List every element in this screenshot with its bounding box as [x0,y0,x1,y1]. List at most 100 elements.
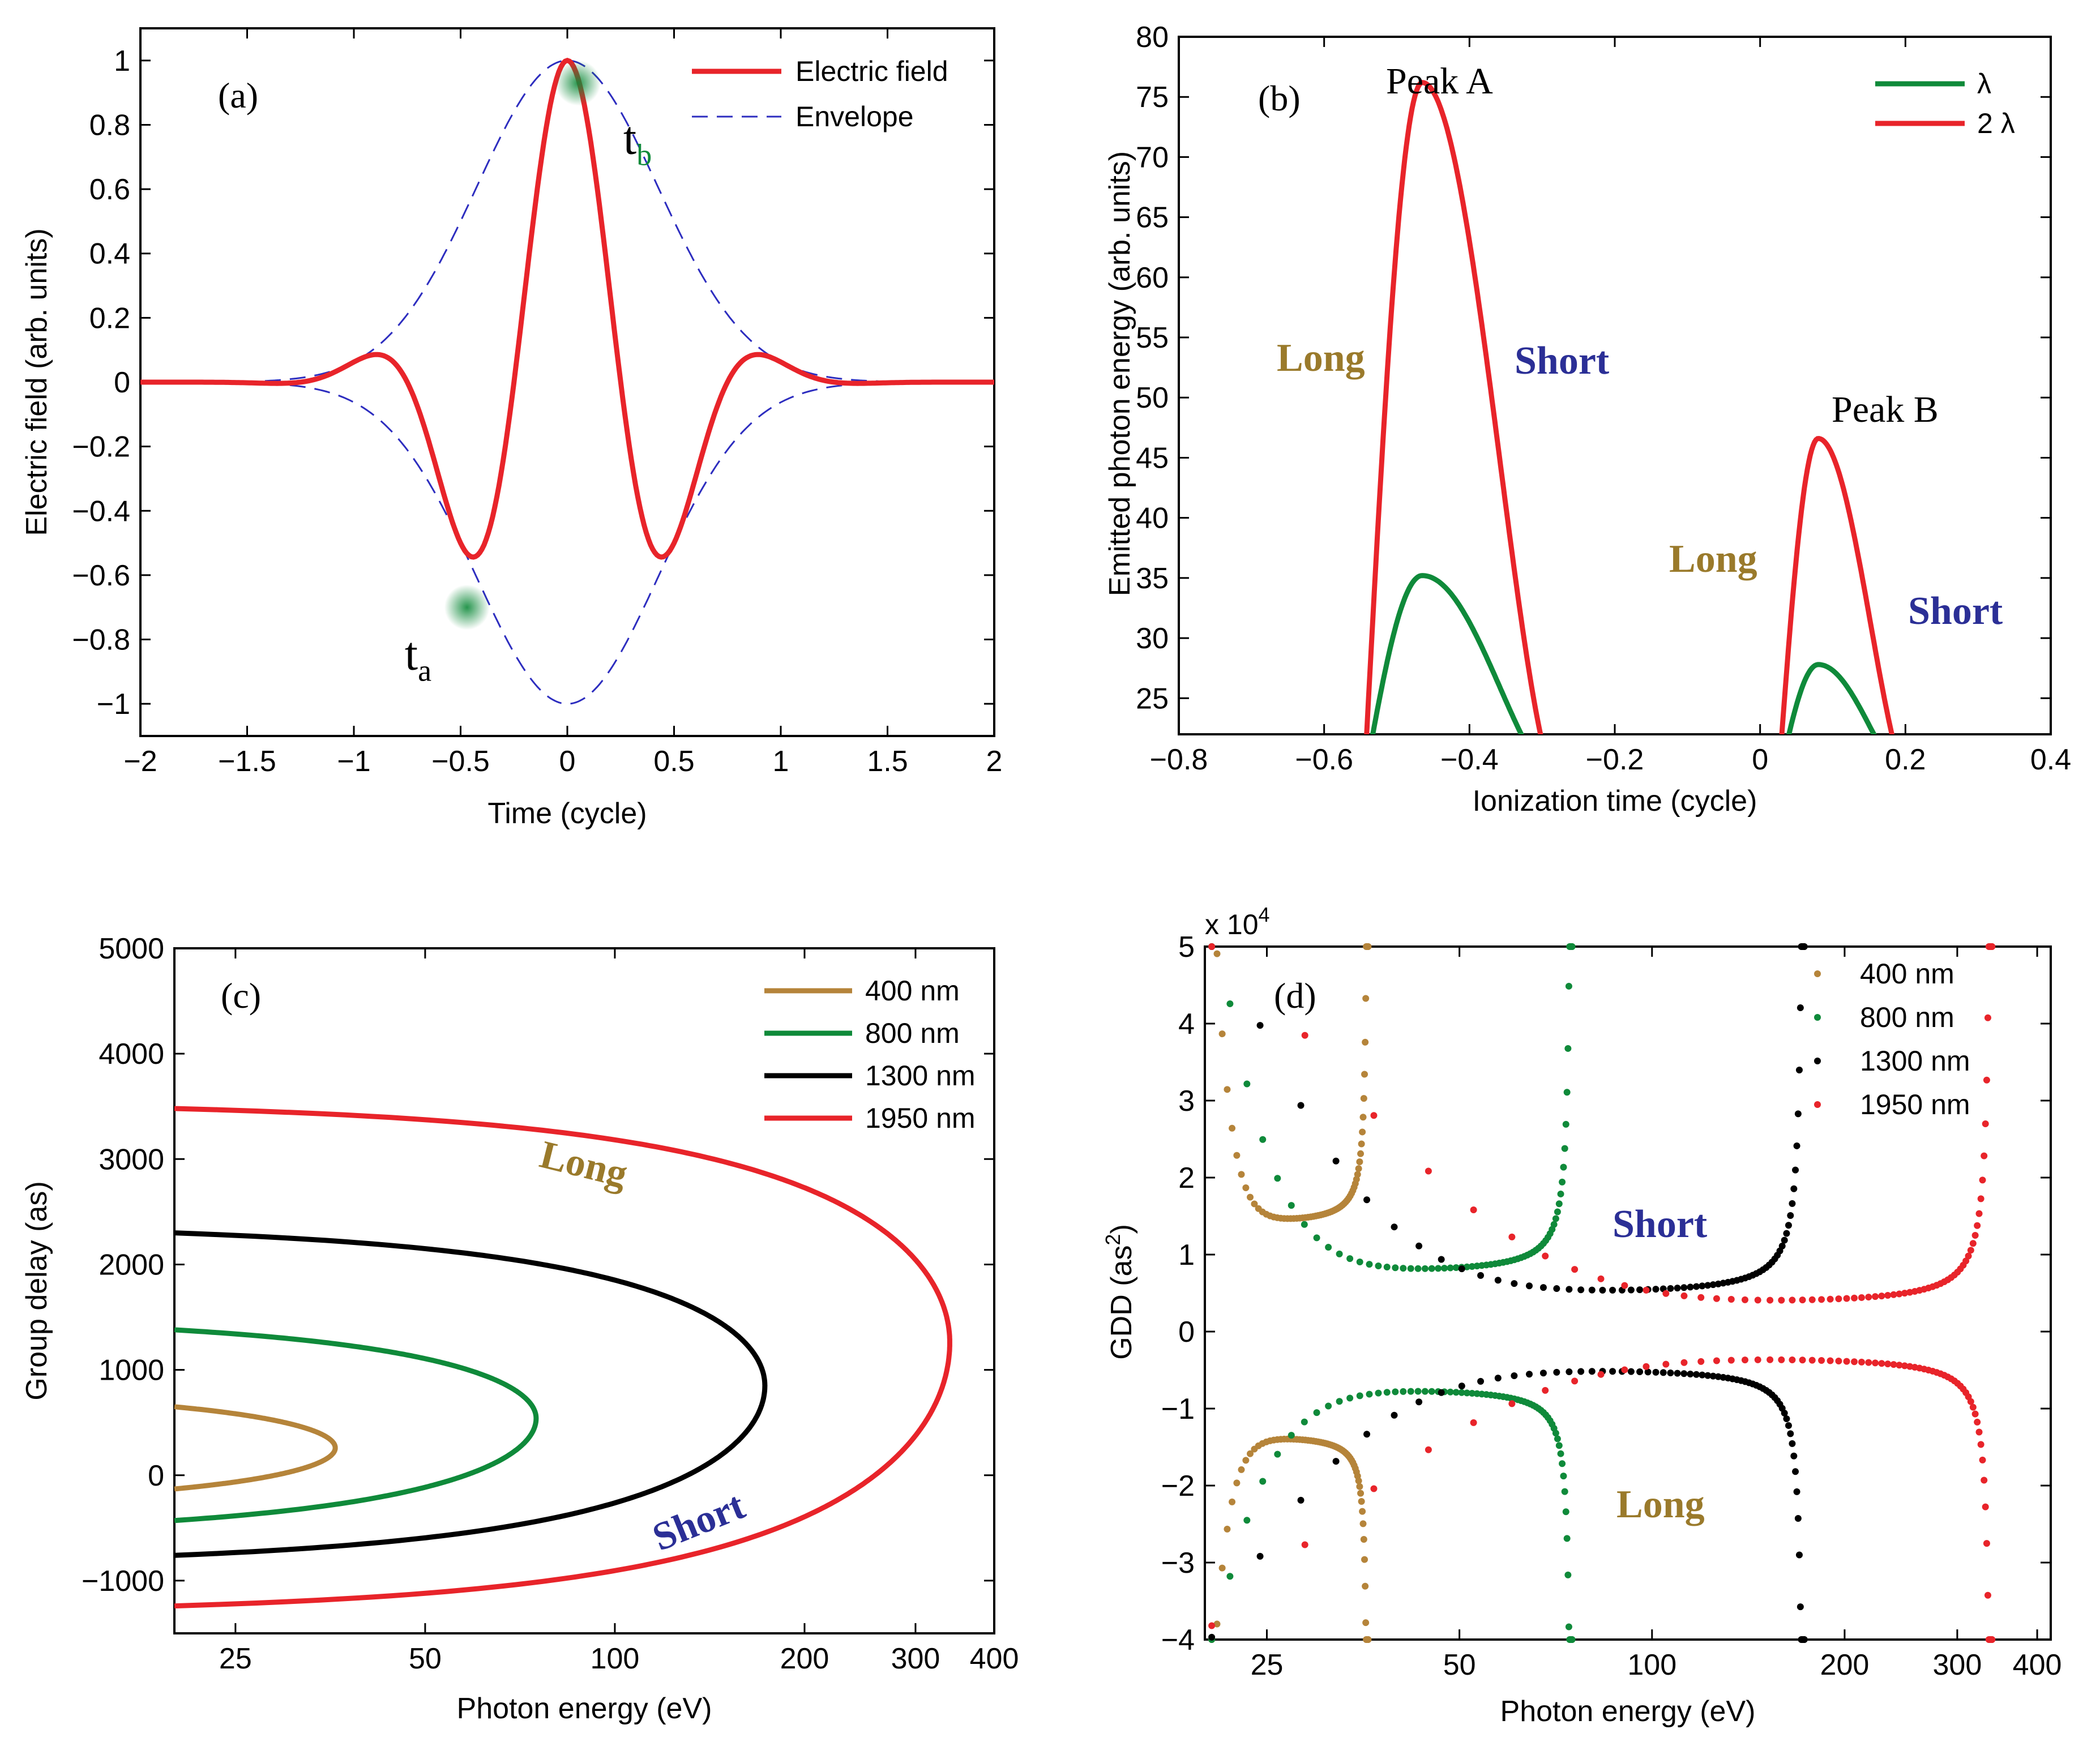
point-1950nm-long [1208,1622,1216,1629]
panel-a-letter: (a) [218,75,258,115]
point-400nm-short [1361,1071,1368,1078]
point-400nm-long [1361,1556,1368,1563]
point-1950nm-short [1969,1240,1977,1247]
panel-c-ylabel: Group delay (as) [20,1181,53,1400]
panel-a-ylabel: Electric field (arb. units) [20,228,53,536]
point-1950nm-long [1977,1441,1984,1448]
point-1300nm-long [1785,1422,1792,1429]
point-1950nm-short [1835,1295,1842,1303]
point-1950nm-long [1799,1356,1806,1364]
time-marker-label-a: ta [405,628,431,688]
panel-c-ytick-label: −1000 [82,1565,164,1598]
point-1300nm-short [1577,1286,1585,1294]
legend-electric-field-label: Electric field [795,55,948,87]
point-400nm-long [1229,1498,1236,1505]
point-1300nm-long [1332,1458,1340,1465]
point-1950nm-short [1979,1176,1986,1184]
point-1300nm-short [1588,1286,1596,1294]
panel-c-xtick-label: 100 [591,1642,640,1675]
panel-a-ytick-label: 0 [114,366,130,399]
point-1950nm-short [1754,1296,1761,1304]
point-1300nm-long [1588,1368,1596,1375]
point-800nm-short [1559,1178,1566,1186]
panel-c-xtick-label: 200 [780,1642,829,1675]
panel-d-ytick-label: 5 [1178,931,1195,964]
point-400nm-long [1365,1636,1372,1643]
point-1300nm-long [1566,1368,1573,1376]
point-1300nm-short [1783,1230,1790,1237]
point-800nm-long [1301,1418,1308,1426]
point-400nm-short [1358,1140,1365,1148]
point-800nm-short [1414,1265,1422,1272]
panel-d-xtick-label: 300 [1933,1649,1982,1681]
legend-1300nm-label: 1300 nm [865,1060,976,1092]
point-400nm-short [1360,1095,1367,1102]
panel-a-ytick-label: 0.2 [89,302,130,335]
point-1300nm-short [1438,1256,1445,1263]
point-1300nm-short [1627,1286,1635,1294]
point-800nm-short [1562,1120,1569,1128]
point-1300nm-short [1667,1285,1674,1292]
panel-d-ytick-label: −2 [1161,1470,1195,1503]
point-1950nm-long [1984,1591,1991,1599]
point-400nm-short [1224,1086,1231,1093]
point-400nm-long [1247,1450,1254,1457]
panel-b-xtick-label: −0.6 [1295,743,1353,776]
point-1950nm-short [1984,1014,1991,1021]
point-1950nm-short [1713,1295,1720,1302]
point-1950nm-short [1542,1252,1549,1260]
point-1300nm-short [1787,1212,1794,1219]
point-1950nm-long [1301,1541,1308,1548]
point-400nm-long [1359,1520,1367,1527]
point-400nm-long [1362,1619,1370,1627]
point-1300nm-short [1674,1285,1681,1292]
panel-a-xtick-label: −0.5 [431,745,490,778]
point-1950nm-short [1851,1294,1858,1302]
point-1950nm-short [1982,1120,1989,1128]
panel-b-ytick-label: 40 [1136,502,1169,535]
point-400nm-short [1356,1158,1363,1166]
point-1950nm-long [1975,1428,1983,1436]
point-400nm-long [1355,1477,1362,1484]
point-1950nm-short [1818,1296,1825,1303]
point-1300nm-long [1660,1369,1667,1376]
point-800nm-short [1243,1080,1251,1088]
legend-400nm-marker [1814,970,1821,977]
point-1300nm-short [1566,1286,1573,1293]
point-1950nm-short [1370,1112,1378,1119]
point-800nm-long [1274,1450,1281,1458]
point-1300nm-short [1680,1284,1688,1291]
point-1950nm-short [1643,1286,1650,1294]
point-400nm-short [1213,950,1221,957]
panel-b-short-1: Short [1515,339,1609,383]
point-400nm-long [1358,1498,1365,1505]
legend-400nm-label: 400 nm [865,975,960,1007]
point-1950nm-short [1662,1290,1670,1297]
point-800nm-long [1561,1488,1568,1495]
point-400nm-long [1242,1457,1250,1464]
point-1300nm-long [1256,1552,1264,1560]
point-1950nm-long [1827,1357,1834,1364]
point-800nm-short [1336,1250,1343,1257]
point-1300nm-short [1609,1286,1616,1294]
panel-a-xlabel: Time (cycle) [487,797,647,830]
panel-a-ytick-label: −0.8 [72,624,130,657]
point-400nm-short [1247,1193,1254,1201]
point-1950nm-short [1890,1291,1897,1298]
point-1950nm-long [1843,1358,1850,1365]
panel-c-ticks: 25 50 100 200 300 400 5000 4000 3000 2000 1000 0 −10… [82,932,1019,1675]
point-400nm-long [1356,1483,1363,1490]
legend-1950nm-marker [1814,1101,1821,1108]
point-1950nm-long [1542,1386,1549,1394]
panel-a-xtick-label: −1 [337,745,370,778]
point-400nm-short [1359,1128,1366,1136]
legend-1950nm-label: 1950 nm [865,1102,976,1134]
point-1300nm-long [1797,1603,1804,1611]
point-1300nm-short [1781,1236,1788,1244]
point-1300nm-long [1680,1370,1688,1377]
panel-b-legend: λ 2 λ [1875,68,2015,139]
panel-a-legend: Electric field Envelope [692,55,948,132]
point-1300nm-long [1693,1371,1700,1378]
point-800nm-long [1407,1388,1414,1395]
point-1950nm-long [1754,1356,1761,1363]
